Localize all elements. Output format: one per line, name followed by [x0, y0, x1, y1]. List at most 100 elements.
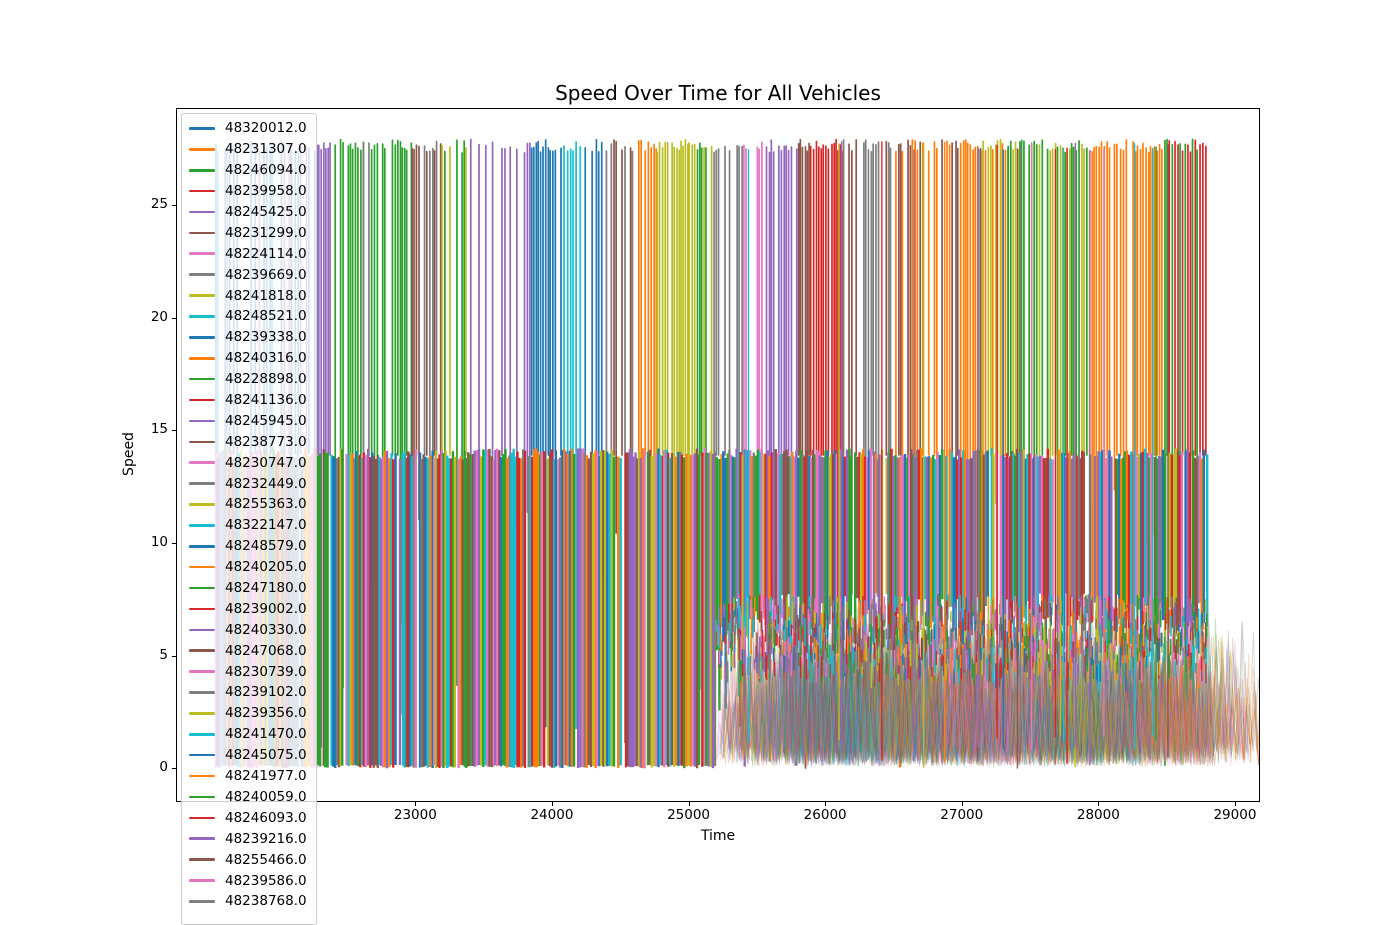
legend-label: 48228898.0	[225, 371, 307, 388]
legend-label: 48239216.0	[225, 830, 307, 847]
legend-label: 48230739.0	[225, 663, 307, 680]
y-tick-label: 0	[159, 759, 168, 776]
legend-item: 48245945.0	[189, 410, 316, 431]
legend-label: 48231299.0	[225, 224, 307, 241]
legend-label: 48248579.0	[225, 538, 307, 555]
legend-item: 48232449.0	[189, 473, 316, 494]
y-tick-mark	[172, 768, 176, 770]
legend-line-sample	[189, 440, 215, 444]
legend-line-sample	[189, 858, 215, 861]
legend-item: 48245075.0	[189, 745, 316, 766]
legend-line-sample	[189, 732, 215, 736]
legend-line-sample	[189, 168, 215, 172]
legend-line-sample	[189, 837, 215, 841]
legend-item: 48245425.0	[189, 202, 316, 223]
x-tick-label: 25000	[667, 807, 711, 823]
x-tick-label: 28000	[1076, 807, 1120, 823]
x-tick-mark	[415, 802, 417, 806]
legend-item: 48247180.0	[189, 578, 316, 599]
legend: 48320012.0 48231307.0 48246094.0 48239958.0…	[181, 113, 317, 925]
legend-line-sample	[189, 795, 215, 799]
legend-line-sample	[189, 586, 215, 590]
legend-line-sample	[189, 231, 215, 235]
legend-line-sample	[189, 252, 215, 256]
legend-label: 48247068.0	[225, 642, 307, 659]
legend-label: 48245075.0	[225, 747, 307, 764]
legend-label: 48239586.0	[225, 872, 307, 889]
legend-item: 48224114.0	[189, 243, 316, 264]
legend-item: 48241818.0	[189, 285, 316, 306]
legend-label: 48241136.0	[225, 392, 307, 409]
legend-label: 48230747.0	[225, 454, 307, 471]
legend-line-sample	[189, 461, 215, 464]
legend-label: 48239002.0	[225, 600, 307, 617]
legend-label: 48245425.0	[225, 204, 307, 220]
legend-line-sample	[189, 753, 215, 757]
legend-item: 48231299.0	[189, 222, 316, 243]
legend-line-sample	[189, 649, 215, 652]
legend-item: 48239102.0	[189, 682, 316, 703]
legend-item: 48238773.0	[189, 431, 316, 452]
legend-item: 48255363.0	[189, 494, 316, 515]
legend-item: 48248521.0	[189, 306, 316, 327]
x-tick-label: 26000	[803, 807, 847, 823]
legend-item: 48322147.0	[189, 515, 316, 536]
legend-line-sample	[189, 127, 215, 130]
legend-label: 48247180.0	[225, 580, 307, 597]
legend-item: 48247068.0	[189, 640, 316, 661]
plot-area	[176, 108, 1260, 802]
plot-canvas	[177, 109, 1259, 801]
legend-item: 48240316.0	[189, 348, 316, 369]
legend-label: 48224114.0	[225, 245, 307, 262]
legend-label: 48240316.0	[225, 350, 307, 367]
legend-line-sample	[189, 482, 215, 485]
legend-line-sample	[189, 544, 215, 548]
x-tick-label: 24000	[530, 807, 574, 823]
x-tick-label: 27000	[940, 807, 984, 823]
legend-item: 48239958.0	[189, 181, 316, 202]
legend-label: 48241818.0	[225, 287, 307, 304]
legend-line-sample	[189, 377, 215, 381]
legend-label: 48255466.0	[225, 851, 307, 868]
legend-item: 48240330.0	[189, 619, 316, 640]
legend-line-sample	[189, 503, 215, 506]
y-tick-label: 20	[150, 308, 168, 325]
x-tick-mark	[961, 802, 963, 806]
legend-label: 48320012.0	[225, 120, 307, 137]
legend-item: 48239356.0	[189, 703, 316, 724]
legend-line-sample	[189, 336, 215, 339]
y-tick-mark	[172, 317, 176, 319]
x-tick-mark	[825, 802, 827, 806]
legend-label: 48246093.0	[225, 809, 307, 826]
legend-item: 48239669.0	[189, 264, 316, 285]
legend-label: 48240205.0	[225, 559, 307, 576]
x-tick-label: 23000	[393, 807, 437, 823]
legend-line-sample	[189, 356, 215, 360]
x-axis-label: Time	[700, 828, 736, 844]
legend-line-sample	[189, 210, 215, 214]
legend-label: 48239958.0	[225, 183, 307, 200]
legend-label: 48248521.0	[225, 308, 307, 325]
chart-title: Speed Over Time for All Vehicles	[555, 81, 881, 105]
legend-line-sample	[189, 273, 215, 276]
x-tick-label: 29000	[1213, 807, 1257, 823]
legend-line-sample	[189, 691, 215, 694]
legend-label: 48246094.0	[225, 162, 307, 179]
y-axis-label: Speed	[121, 432, 137, 476]
y-tick-label: 15	[150, 421, 168, 438]
legend-label: 48322147.0	[225, 517, 307, 534]
legend-item: 48239338.0	[189, 327, 316, 348]
legend-label: 48232449.0	[225, 475, 307, 492]
legend-label: 48239102.0	[225, 684, 307, 701]
legend-item: 48240205.0	[189, 557, 316, 578]
legend-label: 48255363.0	[225, 496, 307, 513]
y-tick-mark	[172, 204, 176, 206]
legend-item: 48230739.0	[189, 661, 316, 682]
legend-label: 48241470.0	[225, 726, 307, 743]
legend-label: 48239669.0	[225, 266, 307, 283]
legend-line-sample	[189, 774, 215, 778]
legend-item: 48246094.0	[189, 160, 316, 181]
x-tick-mark	[688, 802, 690, 806]
legend-line-sample	[189, 628, 215, 632]
figure: Speed Over Time for All Vehicles 23000 24…	[121, 81, 1260, 925]
